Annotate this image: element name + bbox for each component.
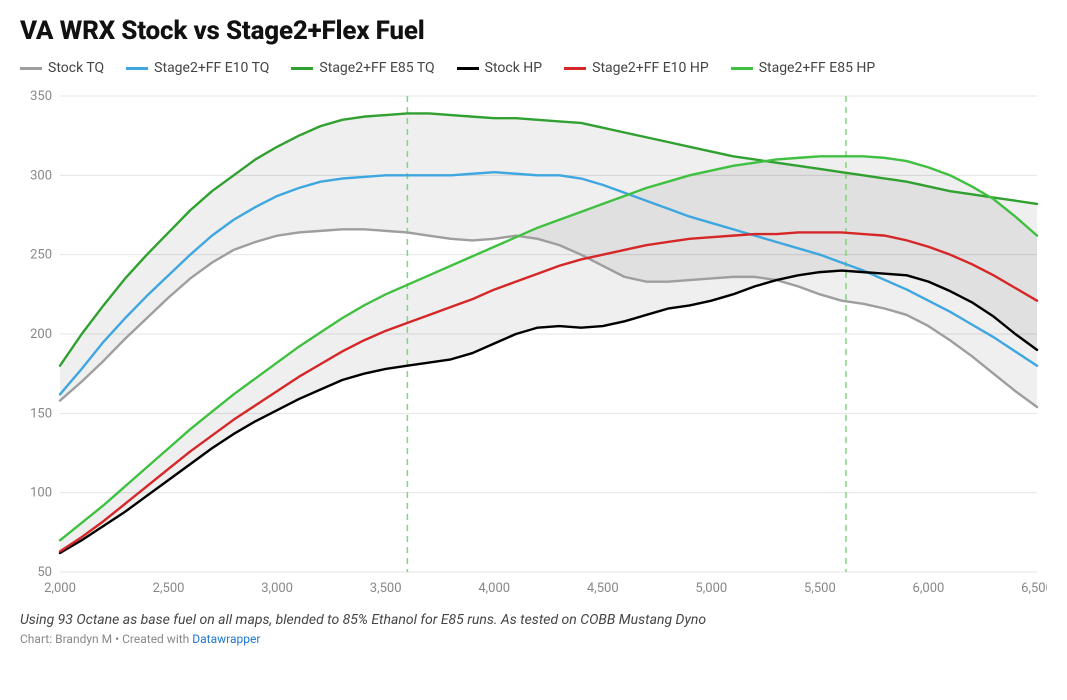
y-tick-label: 350	[30, 89, 52, 104]
y-tick-label: 50	[37, 565, 52, 580]
legend-label: Stage2+FF E85 HP	[759, 60, 876, 76]
legend-swatch	[564, 67, 586, 70]
datawrapper-link[interactable]: Datawrapper	[192, 632, 260, 646]
y-tick-label: 250	[30, 248, 52, 263]
chart-container: VA WRX Stock vs Stage2+Flex Fuel Stock T…	[0, 0, 1067, 700]
x-tick-label: 4,000	[478, 581, 510, 596]
legend-label: Stock HP	[485, 60, 542, 76]
legend-swatch	[731, 67, 753, 70]
legend-item: Stage2+FF E10 TQ	[126, 60, 269, 76]
legend-item: Stage2+FF E85 HP	[731, 60, 876, 76]
x-tick-label: 5,000	[695, 581, 727, 596]
y-tick-label: 100	[30, 486, 52, 501]
legend-item: Stage2+FF E10 HP	[564, 60, 709, 76]
legend-swatch	[126, 67, 148, 70]
x-tick-label: 5,500	[804, 581, 836, 596]
legend-swatch	[20, 67, 42, 70]
chart-credit: Chart: Brandyn M • Created with Datawrap…	[20, 632, 1047, 646]
y-tick-label: 200	[30, 327, 52, 342]
legend-label: Stage2+FF E10 TQ	[154, 60, 269, 76]
chart-title: VA WRX Stock vs Stage2+Flex Fuel	[20, 16, 1047, 46]
x-tick-label: 4,500	[587, 581, 619, 596]
x-tick-label: 6,000	[913, 581, 945, 596]
legend: Stock TQ Stage2+FF E10 TQ Stage2+FF E85 TQ…	[20, 60, 1047, 76]
legend-item: Stock HP	[457, 60, 542, 76]
x-tick-label: 6,500	[1021, 581, 1047, 596]
credit-text: Chart: Brandyn M • Created with	[20, 632, 192, 646]
legend-swatch	[291, 67, 313, 70]
x-tick-label: 3,000	[261, 581, 293, 596]
chart-subtitle: Using 93 Octane as base fuel on all maps…	[20, 612, 1047, 628]
y-tick-label: 300	[30, 168, 52, 183]
legend-label: Stage2+FF E85 TQ	[319, 60, 434, 76]
legend-swatch	[457, 67, 479, 70]
plot-area: 50 100 150 200 250 300 350 2,000 2,500 3,000 3,500…	[20, 82, 1047, 602]
legend-item: Stage2+FF E85 TQ	[291, 60, 434, 76]
x-tick-label: 2,500	[153, 581, 185, 596]
legend-label: Stage2+FF E10 HP	[592, 60, 709, 76]
y-tick-label: 150	[30, 406, 52, 421]
legend-label: Stock TQ	[48, 60, 104, 76]
legend-item: Stock TQ	[20, 60, 104, 76]
x-tick-label: 3,500	[370, 581, 402, 596]
chart-svg: 50 100 150 200 250 300 350 2,000 2,500 3,000 3,500…	[20, 82, 1047, 602]
x-tick-label: 2,000	[44, 581, 76, 596]
